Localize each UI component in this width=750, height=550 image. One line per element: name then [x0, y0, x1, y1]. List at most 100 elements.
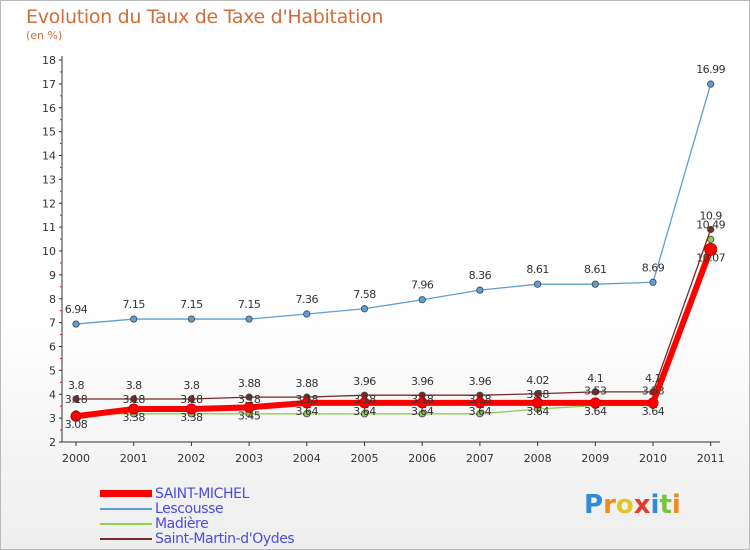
series-point-0	[704, 242, 718, 256]
legend-swatch	[100, 522, 152, 525]
series-point-1	[303, 310, 311, 318]
data-label: 7.58	[353, 288, 376, 301]
y-tick-label: 10	[42, 245, 56, 258]
series-point-0	[532, 397, 544, 409]
series-point-1	[245, 315, 253, 323]
y-tick-label: 18	[42, 54, 56, 67]
data-label: 3.18	[122, 393, 145, 406]
y-tick-label: 15	[42, 126, 56, 139]
data-label: 3.64	[353, 405, 376, 418]
series-point-0	[647, 397, 659, 409]
series-point-3	[707, 225, 715, 234]
y-tick-label: 11	[42, 221, 56, 234]
x-tick-label: 2004	[293, 452, 321, 465]
data-label: 16.99	[696, 63, 725, 76]
series-point-1	[533, 280, 542, 288]
data-label: 3.08	[65, 418, 88, 431]
data-label: 3.64	[411, 405, 434, 418]
y-tick-label: 3	[49, 412, 56, 425]
data-label: 4.1	[645, 372, 661, 385]
y-tick-label: 16	[42, 102, 56, 115]
data-label: 3.18	[353, 393, 376, 406]
legend-label: Lescousse	[155, 500, 224, 517]
series-point-1	[360, 305, 369, 313]
data-label: 3.88	[238, 377, 261, 390]
series-point-2	[360, 410, 369, 418]
data-label: 3.64	[642, 405, 665, 418]
series-point-1	[418, 296, 426, 304]
data-label: 3.64	[469, 405, 492, 418]
series-point-0	[70, 410, 82, 422]
legend-item-lescousse: Lescousse	[100, 500, 294, 517]
data-label: 3.64	[296, 405, 319, 418]
series-point-1	[591, 280, 599, 288]
y-tick-label: 8	[49, 293, 56, 306]
y-tick-label: 6	[49, 341, 56, 354]
series-point-1	[476, 286, 484, 294]
series-point-0	[301, 397, 313, 409]
data-label: 3.64	[526, 405, 549, 418]
legend-label: Saint-Martin-d'Oydes	[155, 530, 295, 547]
x-tick-label: 2011	[697, 452, 725, 465]
data-label: 7.96	[411, 279, 434, 292]
x-tick-label: 2005	[351, 452, 379, 465]
data-label: 3.8	[126, 379, 142, 392]
data-label: 3.38	[526, 388, 549, 401]
data-label: 3.8	[183, 379, 199, 392]
data-label: 3.38	[180, 411, 203, 424]
data-label: 3.96	[353, 375, 376, 388]
data-label: 8.36	[469, 269, 492, 282]
x-tick-label: 2003	[235, 452, 263, 465]
series-point-0	[416, 397, 428, 409]
series-point-3	[130, 395, 138, 403]
data-label: 10.9	[699, 210, 722, 223]
legend-swatch	[100, 537, 152, 540]
y-tick-label: 5	[49, 364, 56, 377]
data-label: 3.88	[296, 377, 319, 390]
series-line-3	[76, 229, 712, 400]
y-tick-label: 2	[49, 436, 56, 449]
y-tick-label: 12	[42, 197, 56, 210]
x-tick-label: 2000	[62, 452, 90, 465]
data-label: 8.61	[526, 263, 549, 276]
x-tick-label: 2007	[466, 452, 494, 465]
data-label: 3.96	[411, 375, 434, 388]
x-tick-label: 2008	[524, 452, 552, 465]
data-label: 10.49	[696, 218, 725, 231]
data-label: 3.18	[180, 393, 203, 406]
data-label: 7.15	[180, 298, 203, 311]
data-label: 7.36	[296, 293, 319, 306]
series-point-3	[533, 390, 542, 398]
data-label: 8.61	[584, 263, 607, 276]
data-label: 4.1	[587, 372, 603, 385]
data-label: 7.15	[238, 298, 261, 311]
data-label: 10.07	[696, 251, 725, 264]
data-label: 3.18	[469, 393, 492, 406]
y-tick-label: 14	[42, 150, 56, 163]
data-label: 3.53	[584, 384, 607, 397]
series-point-1	[649, 278, 657, 286]
data-label: 3.64	[584, 405, 607, 418]
y-tick-label: 4	[49, 388, 56, 401]
series-point-3	[187, 395, 195, 403]
series-line-0	[75, 248, 714, 420]
series-point-0	[128, 403, 140, 415]
legend-item-saint-michel: SAINT-MICHEL	[100, 486, 294, 502]
x-tick-label: 2002	[177, 452, 205, 465]
series-line-2	[76, 239, 712, 415]
legend-swatch	[100, 490, 152, 497]
data-label: 3.96	[469, 375, 492, 388]
series-point-0	[474, 397, 486, 409]
series-point-0	[359, 397, 370, 409]
x-tick-label: 2009	[581, 452, 609, 465]
series-line-1	[75, 83, 712, 325]
chart-title: Evolution du Taux de Taxe d'Habitation	[26, 6, 384, 28]
data-label: 6.94	[65, 303, 88, 316]
series-point-2	[418, 410, 426, 418]
series-point-1	[72, 320, 80, 328]
series-point-2	[476, 410, 484, 418]
data-label: 3.18	[411, 393, 434, 406]
x-tick-label: 2006	[408, 452, 436, 465]
